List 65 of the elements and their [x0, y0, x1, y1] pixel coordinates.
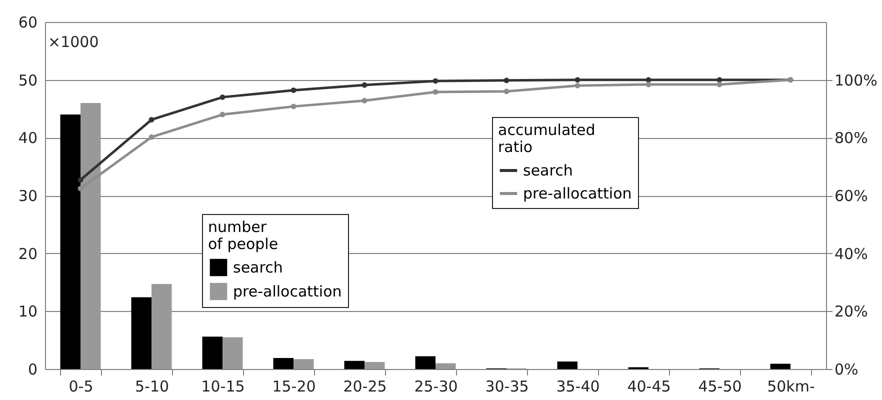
point — [148, 134, 154, 140]
annotation: accumulated ratio — [498, 121, 596, 156]
point — [290, 104, 296, 110]
point — [716, 77, 722, 83]
bar — [222, 337, 243, 369]
y-tick-label: 0 — [28, 360, 38, 378]
y-tick-label: 60 — [18, 14, 38, 32]
point — [646, 82, 652, 88]
y2-tick-label: 80% — [834, 129, 868, 148]
bar — [131, 297, 152, 369]
bar — [80, 102, 101, 369]
x-tick-label: 5-10 — [134, 378, 170, 396]
annotation: ×1000 — [48, 33, 99, 51]
bar — [273, 358, 294, 369]
y-tick-label: 50 — [18, 71, 38, 90]
x-tick-label: 30-35 — [485, 378, 529, 396]
legend-label: search — [523, 162, 573, 180]
legend-title: number of people — [208, 218, 278, 253]
y2-tick-label: 100% — [834, 71, 878, 90]
point — [78, 177, 84, 183]
point — [220, 94, 226, 100]
x-tick-label: 10-15 — [201, 378, 245, 396]
point — [290, 88, 296, 93]
y-tick-label: 40 — [18, 129, 38, 148]
x-tick-label: 40-45 — [627, 378, 671, 396]
point — [432, 89, 438, 95]
point — [148, 117, 154, 122]
bar — [202, 336, 222, 369]
point — [432, 78, 438, 84]
legend-label: pre-allocattion — [523, 184, 632, 202]
y2-tick-label: 0% — [834, 360, 858, 378]
bar — [557, 361, 578, 369]
y2-tick-label: 20% — [834, 302, 868, 321]
point — [716, 82, 722, 88]
bar — [60, 114, 80, 369]
point — [504, 88, 510, 94]
point — [574, 82, 580, 88]
x-tick-label: 20-25 — [343, 378, 387, 396]
bar — [152, 284, 172, 369]
point — [362, 98, 368, 104]
y2-tick-label: 60% — [834, 187, 868, 205]
x-tick-label: 15-20 — [272, 378, 316, 396]
x-tick-label: 35-40 — [556, 378, 600, 396]
bar — [770, 364, 790, 369]
y-tick-label: 10 — [18, 302, 38, 321]
bar — [344, 360, 364, 369]
point — [504, 78, 510, 84]
point — [78, 186, 84, 192]
y-tick-label: 30 — [18, 187, 38, 205]
point — [220, 112, 226, 118]
x-tick-label: 0-5 — [68, 378, 94, 396]
bar — [294, 359, 314, 369]
x-tick-label: 50km- — [767, 378, 815, 396]
bar — [364, 362, 385, 369]
y-tick-label: 20 — [18, 244, 38, 263]
point — [574, 77, 580, 83]
point — [362, 82, 368, 88]
legend-label: pre-allocattion — [233, 282, 342, 300]
point — [646, 77, 652, 83]
y2-tick-label: 40% — [834, 244, 868, 263]
bar — [415, 356, 436, 369]
x-tick-label: 25-30 — [414, 378, 458, 396]
legend-label: search — [233, 258, 283, 276]
bar — [436, 363, 456, 369]
x-tick-label: 45-50 — [698, 378, 742, 396]
